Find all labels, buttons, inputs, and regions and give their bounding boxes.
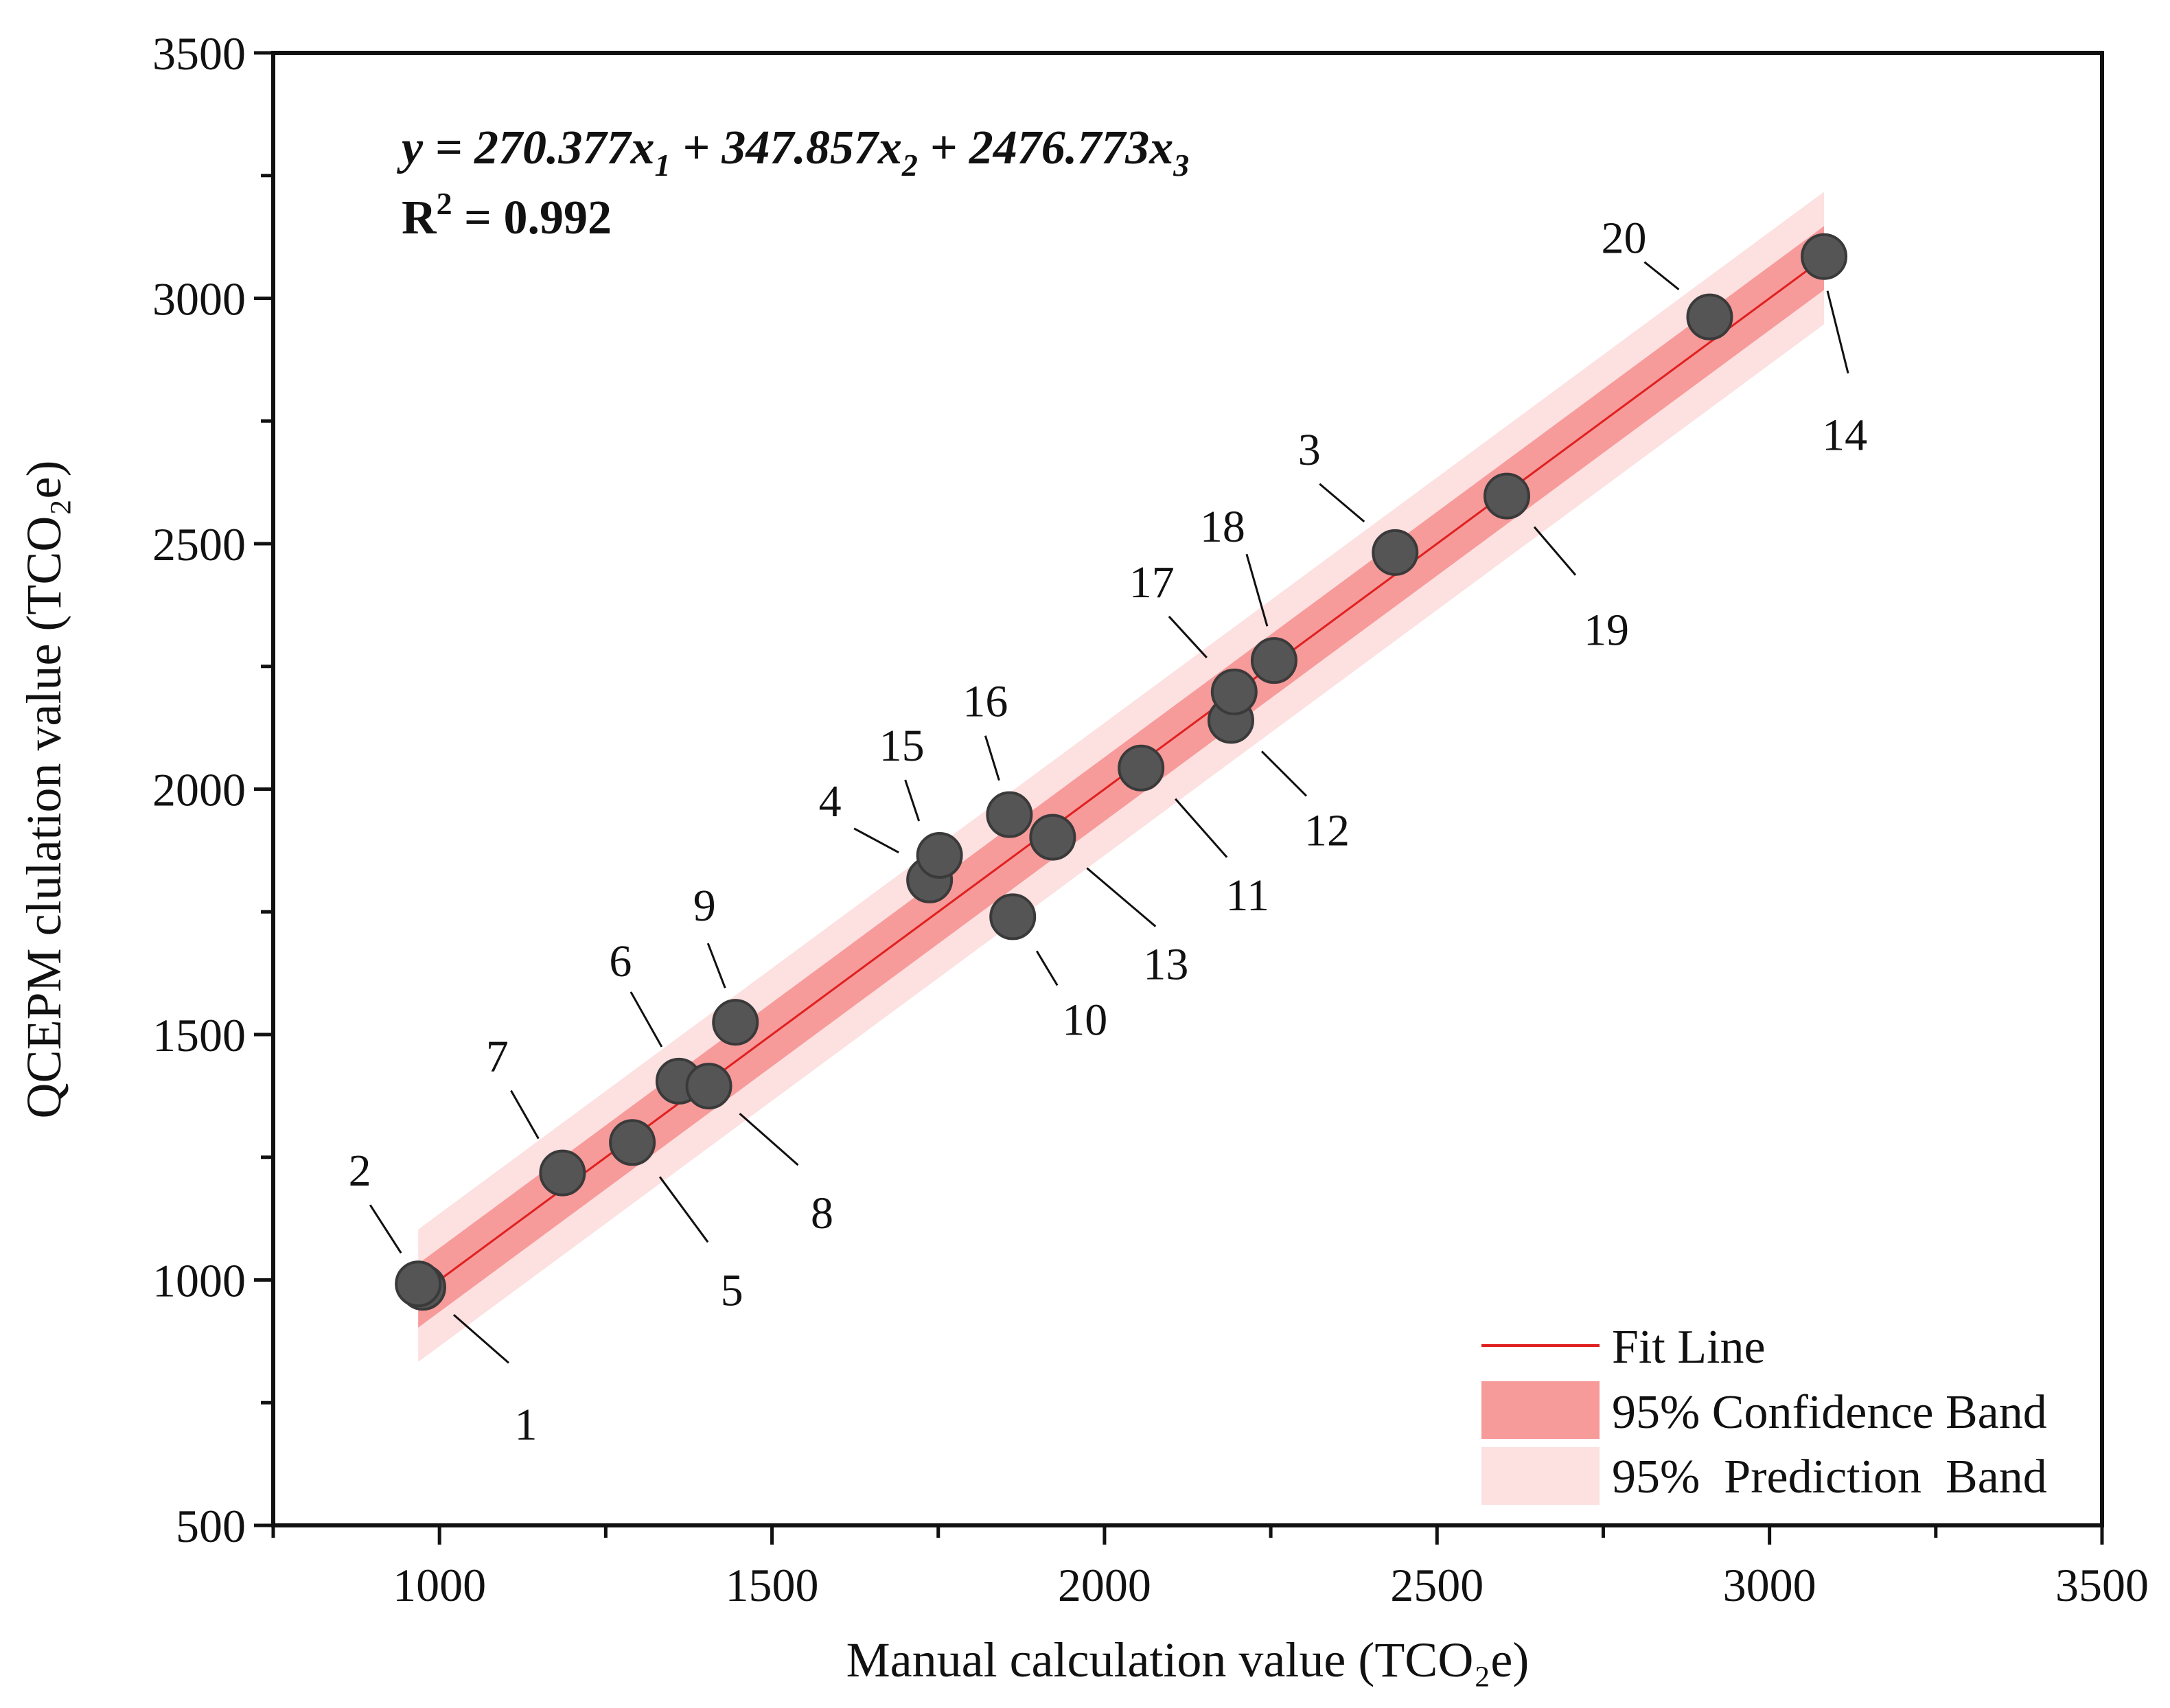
data-point-14 xyxy=(1801,233,1848,280)
legend-prediction-band-label: 95% Prediction Band xyxy=(1612,1451,2047,1503)
y-axis-title: QCEPM clulation value (TCO₂e) xyxy=(16,461,71,1119)
points-layer xyxy=(395,233,1848,1311)
label-leader-18 xyxy=(1245,553,1269,627)
point-label-6: 6 xyxy=(609,936,632,986)
label-leader-16 xyxy=(984,735,1000,781)
label-leader-4 xyxy=(853,827,899,854)
label-leader-5 xyxy=(658,1176,709,1243)
label-leader-13 xyxy=(1086,867,1157,927)
label-leader-19 xyxy=(1533,526,1577,576)
equation-sub-1: 1 xyxy=(654,148,670,183)
y-tick-label: 1000 xyxy=(152,1255,246,1307)
x-tick-label: 3500 xyxy=(2055,1559,2149,1611)
point-label-1: 1 xyxy=(514,1400,537,1450)
point-label-5: 5 xyxy=(721,1265,743,1315)
label-leader-8 xyxy=(739,1112,799,1166)
x-tick-label: 2500 xyxy=(1390,1559,1484,1611)
point-label-17: 17 xyxy=(1129,557,1175,608)
point-label-2: 2 xyxy=(349,1146,371,1196)
r-squared-sup: 2 xyxy=(437,186,452,221)
data-point-8 xyxy=(685,1063,732,1110)
point-label-15: 15 xyxy=(879,721,925,771)
legend-prediction-band-swatch xyxy=(1481,1447,1600,1505)
x-tick-label: 3000 xyxy=(1723,1559,1816,1611)
label-leader-3 xyxy=(1319,483,1365,523)
label-leader-2 xyxy=(369,1204,402,1254)
x-axis-ticks: 1000 1500 2000 2500 3000 3500 xyxy=(271,1525,2149,1611)
equation-sub-3: 3 xyxy=(1173,148,1189,183)
data-point-3 xyxy=(1372,529,1419,576)
label-leader-14 xyxy=(1826,290,1849,374)
data-point-5 xyxy=(609,1119,656,1166)
point-label-7: 7 xyxy=(486,1032,509,1082)
equation-prefix: y = 270.377x xyxy=(397,122,654,174)
label-leader-6 xyxy=(630,991,663,1048)
equation-mid-2: + 2476.773x xyxy=(918,122,1173,174)
label-leader-15 xyxy=(904,779,921,822)
point-label-16: 16 xyxy=(962,677,1008,727)
r-squared: R2 = 0.992 xyxy=(402,186,612,244)
equation-sub-2: 2 xyxy=(901,148,918,183)
x-tick-label: 1000 xyxy=(393,1559,486,1611)
point-label-13: 13 xyxy=(1143,940,1188,990)
data-point-11 xyxy=(1118,744,1165,792)
data-point-16 xyxy=(986,791,1033,838)
data-point-19 xyxy=(1483,472,1530,520)
point-label-19: 19 xyxy=(1584,605,1629,656)
y-tick-label: 3000 xyxy=(152,273,246,325)
x-tick-label: 1500 xyxy=(726,1559,819,1611)
legend-confidence-band-swatch xyxy=(1481,1381,1600,1439)
x-tick-label: 2000 xyxy=(1058,1559,1151,1611)
equation-mid-1: + 347.857x xyxy=(670,122,901,174)
y-tick-label: 1500 xyxy=(152,1009,246,1061)
point-label-18: 18 xyxy=(1200,502,1245,552)
point-label-11: 11 xyxy=(1225,870,1269,921)
data-point-20 xyxy=(1686,293,1733,341)
regression-equation: y = 270.377x1 + 347.857x2 + 2476.773x3 xyxy=(397,122,1189,183)
label-leader-11 xyxy=(1175,798,1228,858)
r-squared-lead: R xyxy=(402,192,437,244)
y-tick-label: 2500 xyxy=(152,518,246,570)
label-leader-20 xyxy=(1643,261,1680,290)
data-point-7 xyxy=(539,1149,586,1197)
legend-fit-line-label: Fit Line xyxy=(1612,1321,1766,1374)
r-squared-rest: = 0.992 xyxy=(452,192,612,244)
label-leader-1 xyxy=(452,1314,509,1364)
data-point-15 xyxy=(916,832,963,879)
legend-confidence-band-label: 95% Confidence Band xyxy=(1612,1386,2047,1439)
data-point-18 xyxy=(1250,637,1297,684)
data-point-9 xyxy=(712,999,759,1046)
point-label-4: 4 xyxy=(819,776,842,827)
label-leader-7 xyxy=(510,1089,540,1140)
label-leader-layer xyxy=(369,261,1849,1364)
point-label-12: 12 xyxy=(1304,805,1350,855)
y-tick-label: 3500 xyxy=(152,27,246,80)
label-leader-17 xyxy=(1168,615,1208,658)
legend: Fit Line 95% Confidence Band 95% Predict… xyxy=(1481,1321,2047,1505)
point-label-14: 14 xyxy=(1822,411,1867,461)
point-label-3: 3 xyxy=(1298,425,1321,475)
y-tick-label: 500 xyxy=(176,1500,246,1552)
data-point-17 xyxy=(1210,668,1258,715)
point-label-20: 20 xyxy=(1601,214,1646,264)
data-point-13 xyxy=(1029,813,1076,861)
label-leader-12 xyxy=(1260,750,1308,797)
point-label-10: 10 xyxy=(1062,995,1107,1045)
label-leader-10 xyxy=(1035,950,1059,986)
y-tick-label: 2000 xyxy=(152,764,246,816)
data-point-2 xyxy=(395,1260,442,1308)
y-axis-ticks: 500 1000 1500 2000 2500 3000 3500 xyxy=(152,27,273,1552)
point-label-9: 9 xyxy=(693,881,716,931)
label-leader-9 xyxy=(706,943,726,989)
data-point-10 xyxy=(989,893,1037,940)
point-label-8: 8 xyxy=(811,1188,833,1238)
x-axis-title: Manual calculation value (TCO₂e) xyxy=(846,1632,1530,1687)
